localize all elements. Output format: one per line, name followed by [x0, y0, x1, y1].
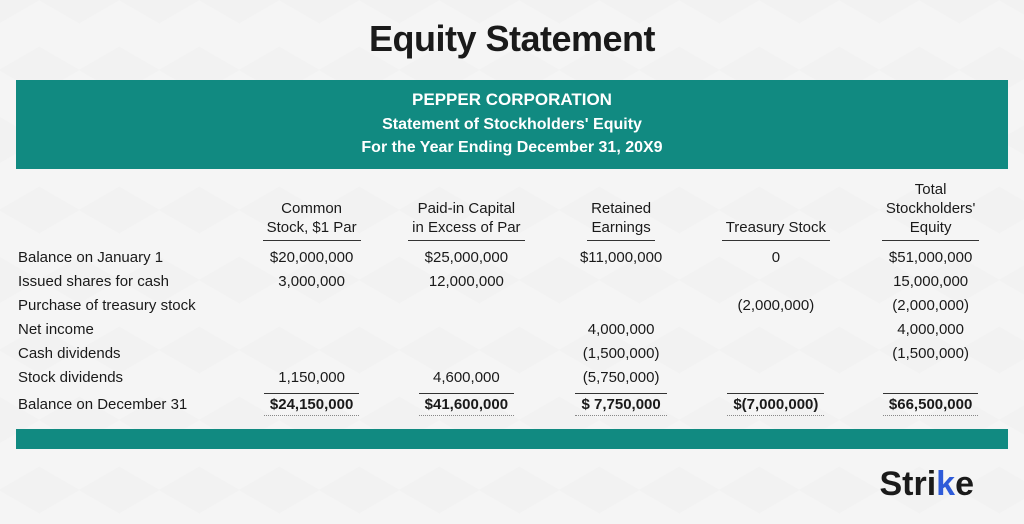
row-label: Cash dividends	[16, 341, 234, 365]
cell-value: 15,000,000	[853, 269, 1008, 293]
cell-value: (2,000,000)	[698, 293, 853, 317]
table-row: Balance on January 1$20,000,000$25,000,0…	[16, 245, 1008, 269]
strike-logo: Strike	[879, 465, 974, 504]
col-header: Paid-in Capitalin Excess of Par	[389, 175, 544, 245]
cell-value	[389, 317, 544, 341]
table-row: Stock dividends1,150,0004,600,000(5,750,…	[16, 365, 1008, 389]
cell-value	[544, 293, 699, 317]
table-row: Net income 4,000,000 4,000,000	[16, 317, 1008, 341]
cell-value: 3,000,000	[234, 269, 389, 293]
cell-value: $51,000,000	[853, 245, 1008, 269]
statement-name: Statement of Stockholders' Equity	[16, 113, 1008, 136]
total-cell: $ 7,750,000	[544, 389, 699, 419]
cell-value: (5,750,000)	[544, 365, 699, 389]
cell-value: 1,150,000	[234, 365, 389, 389]
cell-value: $11,000,000	[544, 245, 699, 269]
equity-table: CommonStock, $1 Par Paid-in Capitalin Ex…	[16, 175, 1008, 419]
cell-value	[853, 365, 1008, 389]
cell-value: (1,500,000)	[853, 341, 1008, 365]
cell-value: 4,600,000	[389, 365, 544, 389]
cell-value	[234, 317, 389, 341]
total-cell: $66,500,000	[853, 389, 1008, 419]
cell-value	[698, 341, 853, 365]
cell-value	[389, 293, 544, 317]
row-label: Balance on January 1	[16, 245, 234, 269]
total-cell: $24,150,000	[234, 389, 389, 419]
table-row: Issued shares for cash3,000,00012,000,00…	[16, 269, 1008, 293]
footer-bar	[16, 429, 1008, 449]
table-row: Cash dividends (1,500,000) (1,500,000)	[16, 341, 1008, 365]
col-header: Treasury Stock	[698, 175, 853, 245]
cell-value: (2,000,000)	[853, 293, 1008, 317]
col-header: CommonStock, $1 Par	[234, 175, 389, 245]
cell-value: $20,000,000	[234, 245, 389, 269]
row-label: Net income	[16, 317, 234, 341]
statement-header: PEPPER CORPORATION Statement of Stockhol…	[16, 80, 1008, 169]
total-row: Balance on December 31$24,150,000$41,600…	[16, 389, 1008, 419]
row-label: Issued shares for cash	[16, 269, 234, 293]
total-cell: $41,600,000	[389, 389, 544, 419]
row-label: Purchase of treasury stock	[16, 293, 234, 317]
cell-value	[698, 269, 853, 293]
cell-value: $25,000,000	[389, 245, 544, 269]
cell-value: (1,500,000)	[544, 341, 699, 365]
col-header: TotalStockholders'Equity	[853, 175, 1008, 245]
company-name: PEPPER CORPORATION	[16, 88, 1008, 113]
col-header: RetainedEarnings	[544, 175, 699, 245]
table-row: Purchase of treasury stock (2,000,000)(2,…	[16, 293, 1008, 317]
total-cell: $(7,000,000)	[698, 389, 853, 419]
statement-period: For the Year Ending December 31, 20X9	[16, 136, 1008, 159]
cell-value: 4,000,000	[853, 317, 1008, 341]
cell-value	[234, 341, 389, 365]
cell-value	[389, 341, 544, 365]
column-header-row: CommonStock, $1 Par Paid-in Capitalin Ex…	[16, 175, 1008, 245]
row-label: Balance on December 31	[16, 389, 234, 419]
cell-value: 0	[698, 245, 853, 269]
cell-value: 4,000,000	[544, 317, 699, 341]
cell-value	[698, 365, 853, 389]
cell-value: 12,000,000	[389, 269, 544, 293]
cell-value	[544, 269, 699, 293]
cell-value	[698, 317, 853, 341]
page-title: Equity Statement	[16, 18, 1008, 60]
row-label: Stock dividends	[16, 365, 234, 389]
cell-value	[234, 293, 389, 317]
